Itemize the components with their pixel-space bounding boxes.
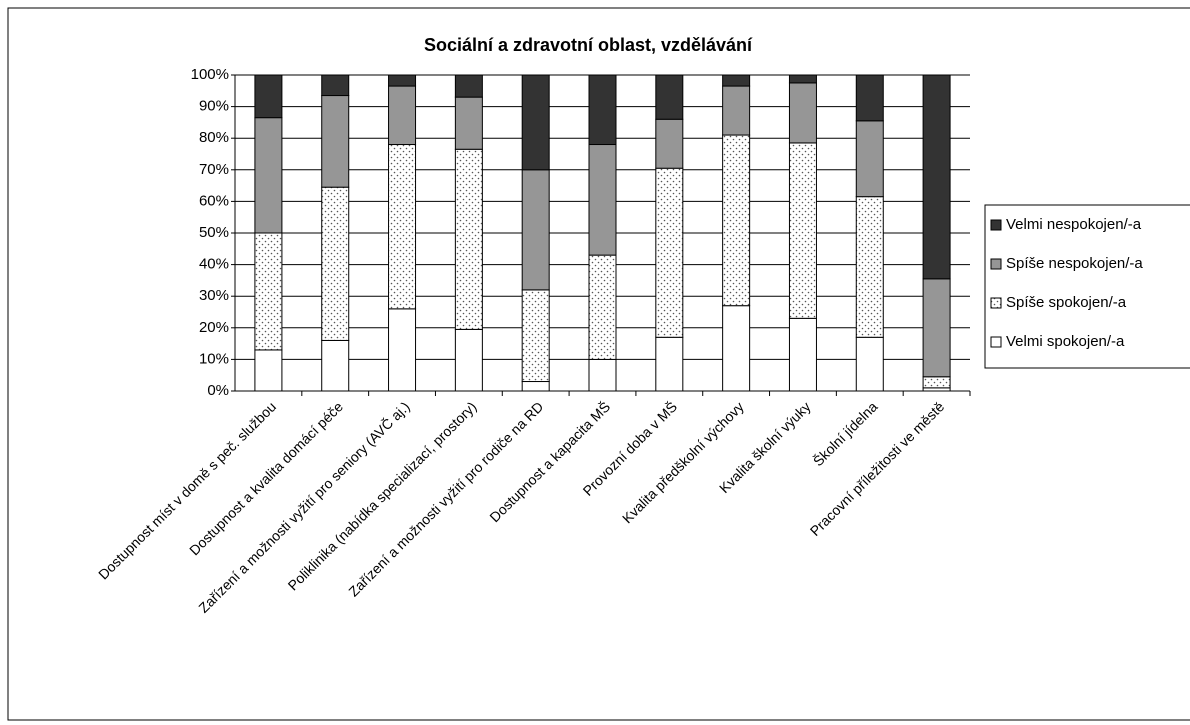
bar-segment — [388, 144, 417, 310]
y-tick-label: 0% — [207, 382, 229, 399]
legend-label: Velmi nespokojen/-a — [1006, 216, 1142, 233]
bar-segment — [655, 336, 684, 392]
bar-segment — [321, 74, 350, 97]
bar-segment — [454, 328, 483, 392]
bar-segment — [855, 120, 884, 198]
y-tick-label: 30% — [199, 287, 229, 304]
bar-segment — [588, 144, 617, 256]
legend-swatch — [990, 336, 1002, 348]
y-tick-label: 90% — [199, 98, 229, 115]
bar-segment — [321, 95, 350, 188]
bar-segment — [922, 74, 951, 280]
bar-segment — [722, 134, 751, 307]
bar-segment — [655, 167, 684, 338]
bar-segment — [655, 118, 684, 169]
legend-label: Spíše nespokojen/-a — [1006, 255, 1143, 272]
bar-segment — [254, 74, 283, 119]
bar-segment — [722, 305, 751, 392]
bar-segment — [788, 142, 817, 319]
bar-segment — [454, 148, 483, 330]
y-tick-label: 40% — [199, 256, 229, 273]
legend-label: Spíše spokojen/-a — [1006, 294, 1127, 311]
legend-swatch — [990, 219, 1002, 231]
bar-segment — [788, 74, 817, 84]
y-tick-label: 70% — [199, 161, 229, 178]
y-tick-label: 60% — [199, 192, 229, 209]
bar-segment — [454, 74, 483, 98]
legend-swatch — [990, 297, 1002, 309]
bar-segment — [454, 96, 483, 150]
bar-segment — [521, 74, 550, 171]
bar-segment — [788, 82, 817, 144]
y-tick-label: 100% — [191, 66, 229, 83]
bar-segment — [922, 376, 951, 389]
y-tick-label: 20% — [199, 319, 229, 336]
bar-segment — [588, 74, 617, 146]
y-tick-label: 50% — [199, 224, 229, 241]
bar-segment — [722, 74, 751, 87]
legend: Velmi nespokojen/-a Spíše nespokojen/-a Sp… — [984, 204, 1190, 369]
bar-segment — [521, 289, 550, 383]
bar-segment — [388, 85, 417, 146]
bar-segment — [788, 317, 817, 392]
bar-segment — [388, 308, 417, 392]
bar-segment — [655, 74, 684, 120]
bar-segment — [254, 232, 283, 351]
bar-segment — [855, 336, 884, 392]
legend-label: Velmi spokojen/-a — [1006, 333, 1125, 350]
bar-segment — [588, 358, 617, 392]
bar-segment — [588, 254, 617, 360]
y-tick-label: 10% — [199, 350, 229, 367]
legend-frame — [984, 204, 1190, 369]
bar-segment — [922, 278, 951, 378]
bar-segment — [388, 74, 417, 87]
bar-segment — [321, 339, 350, 392]
bar-segment — [254, 349, 283, 392]
y-tick-label: 80% — [199, 129, 229, 146]
bar-segment — [855, 74, 884, 122]
bar-segment — [521, 381, 550, 392]
bar-segment — [521, 169, 550, 291]
bar-segment — [254, 117, 283, 234]
bar-segment — [321, 186, 350, 341]
chart-title: Sociální a zdravotní oblast, vzdělávání — [424, 35, 753, 55]
legend-swatch — [990, 258, 1002, 270]
bar-segment — [722, 85, 751, 136]
bar-segment — [855, 196, 884, 338]
